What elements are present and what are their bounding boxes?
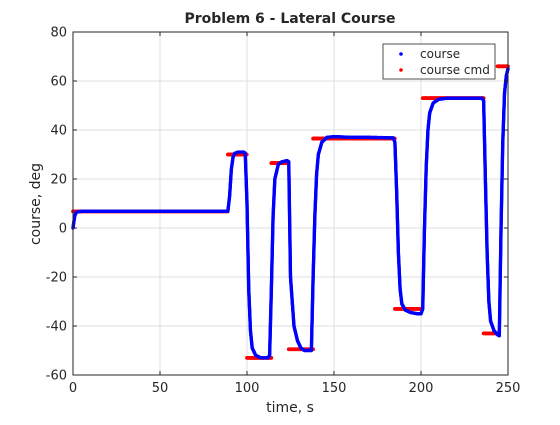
y-axis-label: course, deg: [28, 163, 44, 245]
course-cmd-segment: [495, 64, 510, 69]
y-tick-label: 60: [50, 75, 67, 90]
x-tick-label: 100: [235, 381, 260, 396]
plot-area-frame: [72, 31, 509, 376]
y-tick-label: -20: [46, 271, 67, 286]
legend-marker-course: [399, 52, 403, 56]
x-tick-label: 200: [409, 381, 434, 396]
legend-marker-course-cmd: [399, 68, 403, 72]
legend: course course cmd: [382, 43, 496, 80]
y-tick-label: 0: [59, 222, 67, 237]
series-course: [71, 67, 510, 360]
x-tick-label: 0: [69, 381, 77, 396]
y-tick-label: 20: [50, 173, 67, 188]
y-tick-label: -60: [46, 369, 67, 384]
x-tick-label: 150: [322, 381, 347, 396]
axis-ticks: 0 50 100 150 200 250 -60 -40 -20 0 20 40 60 80: [46, 26, 521, 397]
x-axis-label: time, s: [266, 400, 314, 416]
x-tick-label: 50: [152, 381, 169, 396]
y-tick-label: 80: [50, 26, 67, 41]
chart-title: Problem 6 - Lateral Course: [184, 11, 395, 27]
legend-label-course-cmd: course cmd: [420, 63, 490, 77]
y-tick-label: 40: [50, 124, 67, 139]
y-tick-label: -40: [46, 320, 67, 335]
legend-box: [382, 43, 496, 80]
x-tick-label: 250: [496, 381, 521, 396]
legend-label-course: course: [420, 47, 460, 61]
